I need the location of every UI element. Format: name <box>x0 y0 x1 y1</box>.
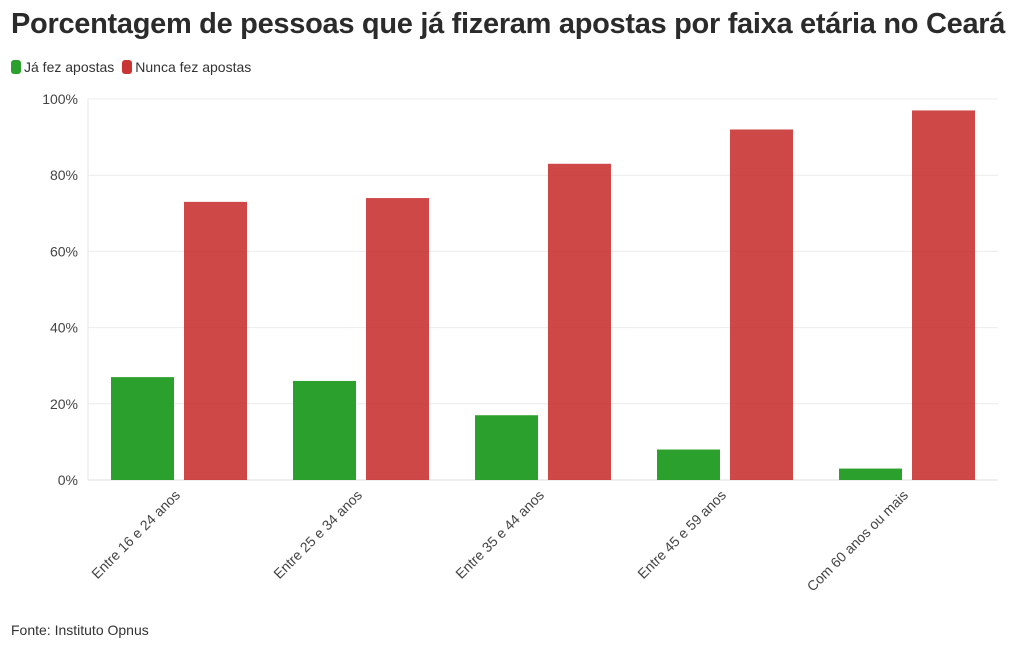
x-tick-label: Entre 45 e 59 anos <box>634 487 729 582</box>
y-tick-label: 20% <box>50 396 78 412</box>
bar <box>548 163 611 480</box>
bar <box>912 110 975 481</box>
y-tick-label: 40% <box>50 320 78 336</box>
bar <box>184 201 247 480</box>
legend-swatch-nunca-fez <box>122 60 133 74</box>
x-tick-label: Com 60 anos ou mais <box>804 487 912 595</box>
legend-label-nunca-fez: Nunca fez apostas <box>135 59 252 75</box>
source-note: Fonte: Instituto Opnus <box>11 622 149 638</box>
x-tick-label: Entre 25 e 34 anos <box>270 487 365 582</box>
x-tick-label: Entre 35 e 44 anos <box>452 487 547 582</box>
legend-item-ja-fez[interactable]: Já fez apostas <box>11 59 114 75</box>
bar <box>839 468 902 480</box>
bar <box>366 198 429 480</box>
x-tick-label: Entre 16 e 24 anos <box>88 487 183 582</box>
bar <box>730 129 793 481</box>
y-tick-label: 80% <box>50 167 78 183</box>
bar <box>293 380 356 480</box>
chart-title: Porcentagem de pessoas que já fizeram ap… <box>11 8 1006 40</box>
y-tick-label: 100% <box>42 91 78 107</box>
legend-swatch-ja-fez <box>11 60 21 74</box>
y-tick-label: 0% <box>58 472 78 488</box>
bar <box>657 449 720 480</box>
legend-label-ja-fez: Já fez apostas <box>24 59 115 75</box>
y-tick-label: 60% <box>50 243 78 259</box>
bar <box>111 377 174 480</box>
bar <box>475 415 538 480</box>
legend: Já fez apostas Nunca fez apostas <box>11 59 251 75</box>
legend-item-nunca-fez[interactable]: Nunca fez apostas <box>122 59 251 75</box>
